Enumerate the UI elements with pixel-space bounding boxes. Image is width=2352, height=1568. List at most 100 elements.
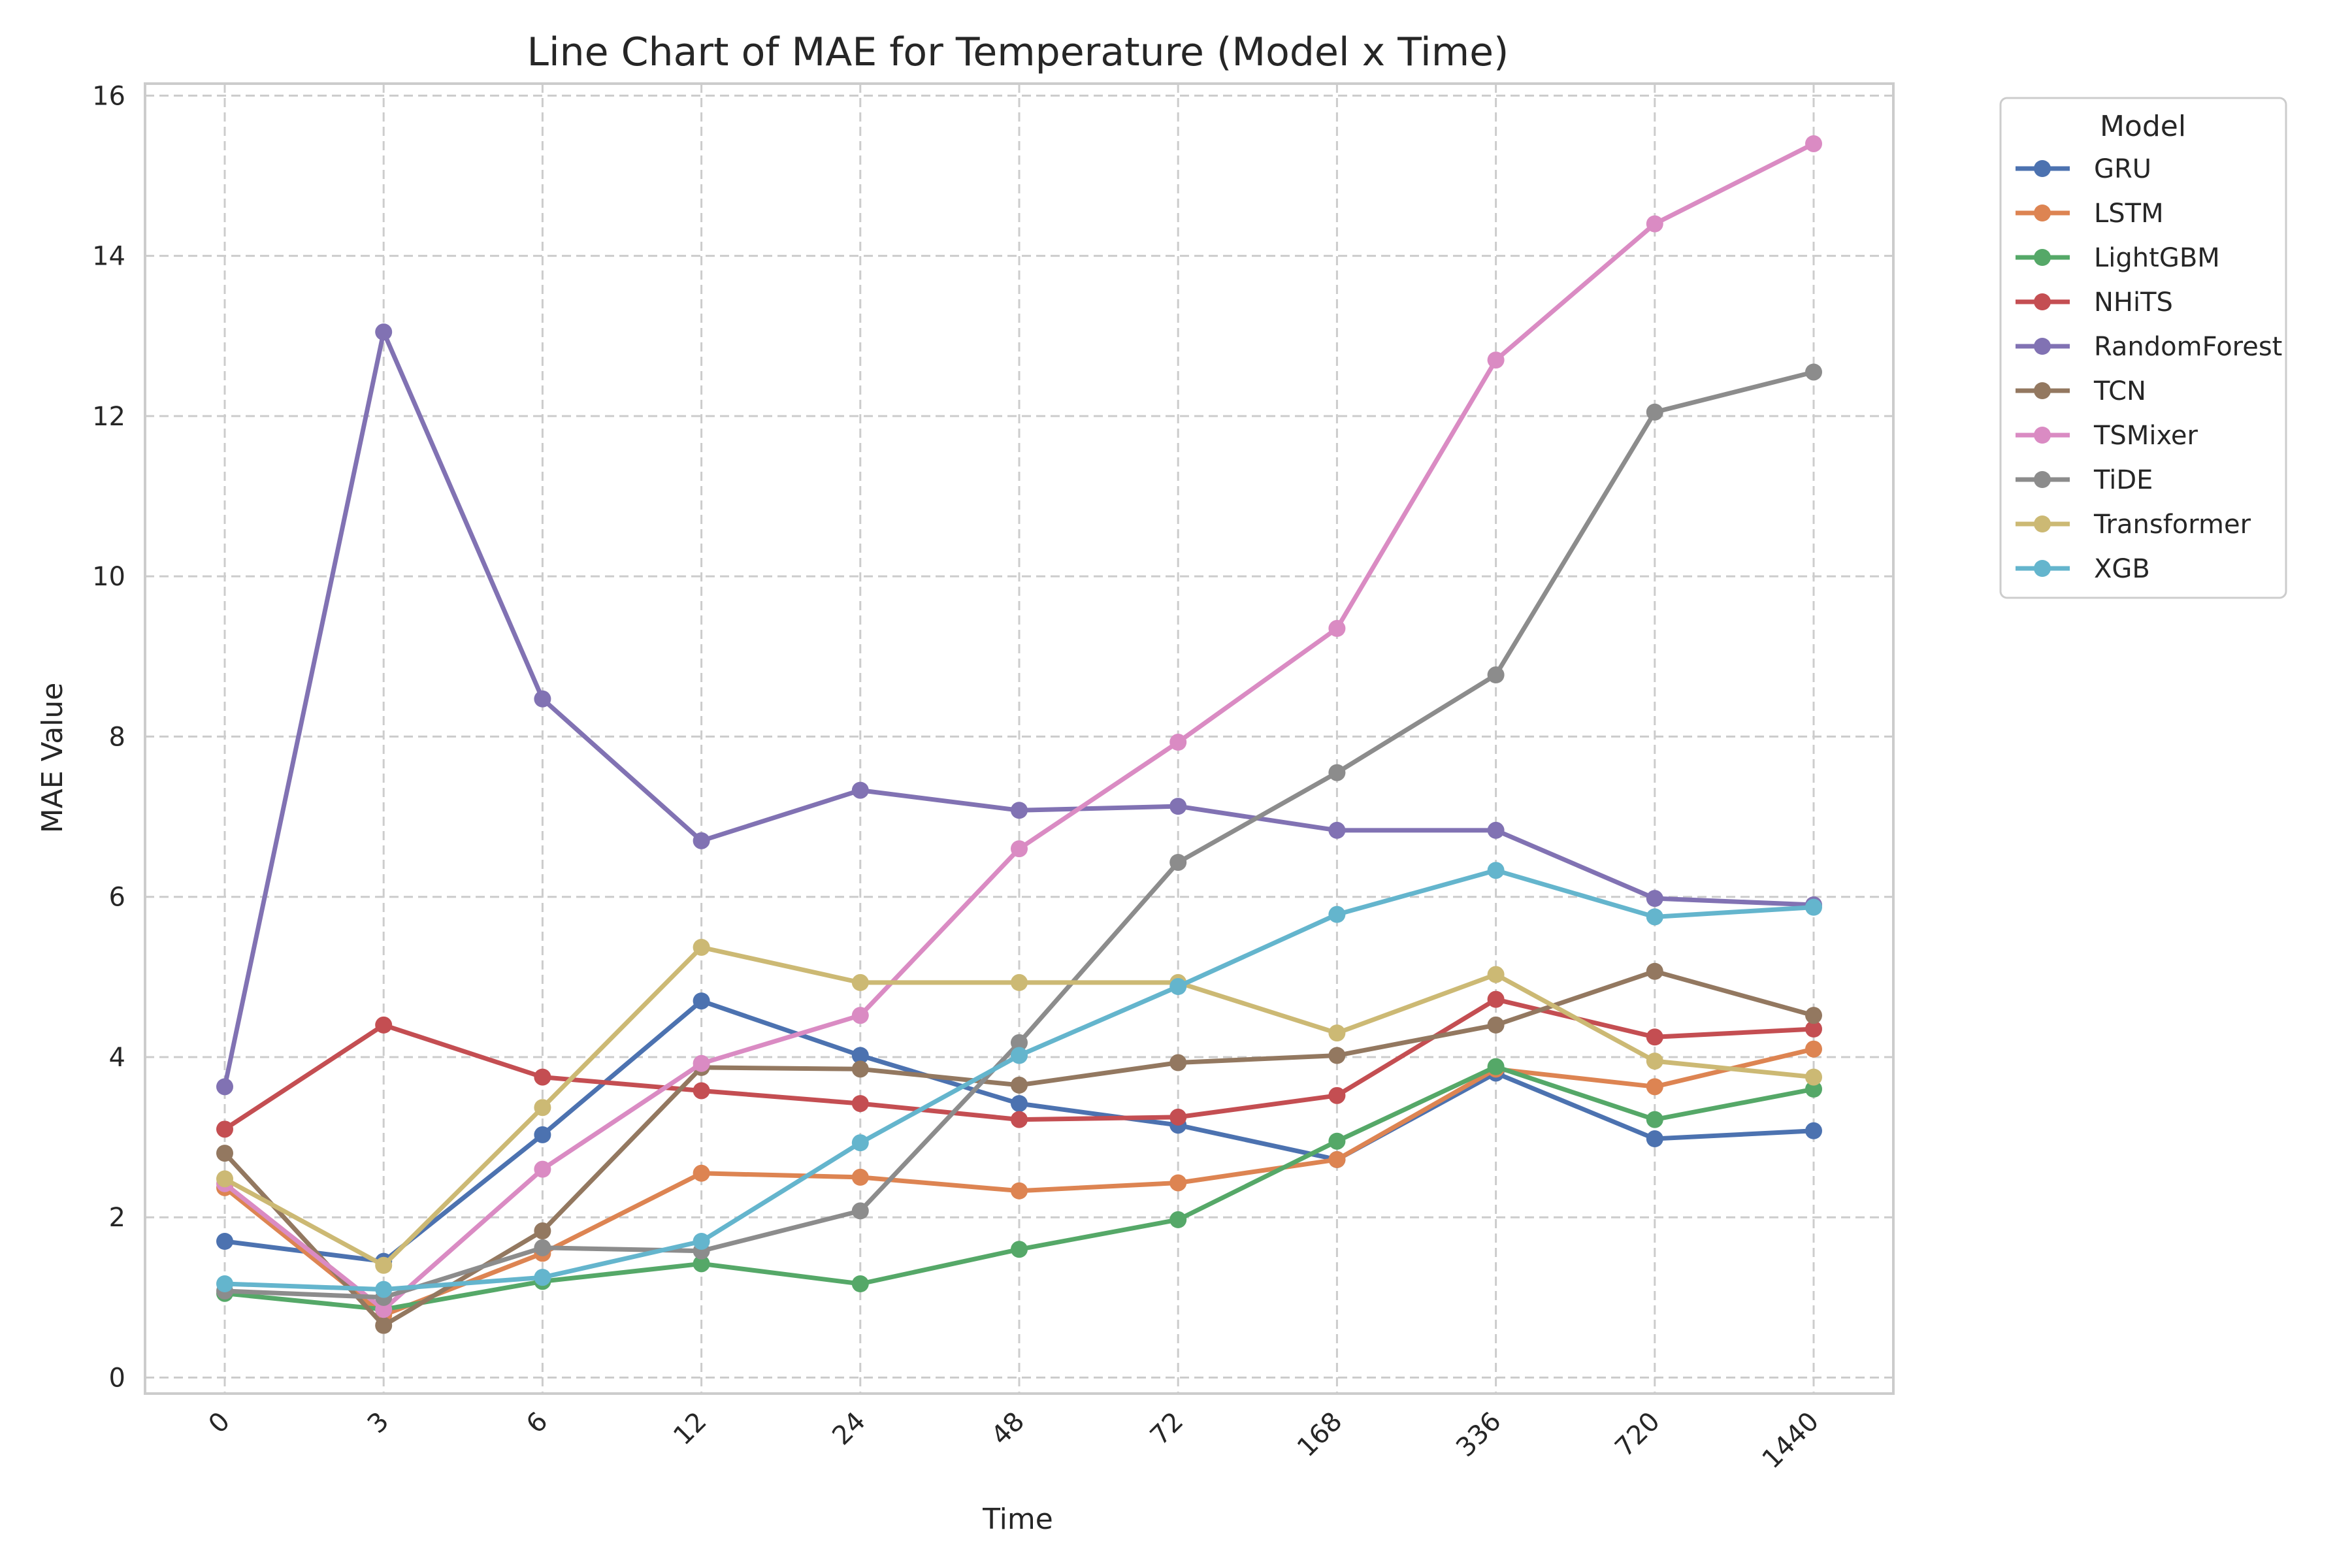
- data-point-lightgbm: [1011, 1241, 1028, 1258]
- x-tick-label: 72: [1145, 1407, 1190, 1452]
- legend-swatch-marker: [2034, 249, 2051, 266]
- data-point-lightgbm: [1805, 1081, 1822, 1098]
- data-point-randomforest: [1011, 802, 1028, 819]
- data-point-tide: [1805, 363, 1822, 381]
- legend-item-xgb: XGB: [2016, 554, 2150, 584]
- data-point-randomforest: [216, 1078, 233, 1096]
- x-axis: 0 3 6 12 24 48 72 168 336 720 1440: [203, 1407, 1825, 1475]
- chart-title: Line Chart of MAE for Temperature (Model…: [527, 29, 1509, 75]
- x-tick-label: 1440: [1757, 1407, 1825, 1475]
- legend-items: GRU LSTM LightGBM NHiTS RandomForest TCN TSMix…: [2016, 154, 2282, 584]
- data-point-gru: [1805, 1122, 1822, 1139]
- data-point-tide: [1646, 403, 1663, 421]
- data-point-gru: [534, 1126, 551, 1143]
- data-point-tsmixer: [1805, 135, 1822, 152]
- data-point-gru: [693, 992, 710, 1010]
- data-point-randomforest: [375, 323, 393, 341]
- y-tick-label: 0: [109, 1363, 125, 1393]
- data-point-tcn: [1805, 1007, 1822, 1024]
- grid: [145, 84, 1893, 1394]
- data-point-transformer: [851, 973, 869, 991]
- y-tick-label: 12: [92, 402, 125, 432]
- y-axis: 0 2 4 6 8 10 12 14 16: [92, 81, 125, 1393]
- data-point-lstm: [1805, 1040, 1822, 1058]
- data-point-gru: [1011, 1095, 1028, 1113]
- data-point-lstm: [1011, 1182, 1028, 1200]
- legend-item-gru: GRU: [2016, 154, 2151, 184]
- data-point-gru: [216, 1233, 233, 1250]
- data-point-lightgbm: [1169, 1211, 1187, 1228]
- data-point-gru: [851, 1047, 869, 1064]
- data-point-tcn: [851, 1060, 869, 1078]
- legend-label: TiDE: [2093, 465, 2153, 495]
- data-point-nhits: [1646, 1028, 1663, 1046]
- legend-box: [1999, 97, 2287, 599]
- data-point-tcn: [1646, 962, 1663, 980]
- data-point-nhits: [216, 1120, 233, 1138]
- data-point-transformer: [375, 1256, 393, 1274]
- data-point-xgb: [1805, 898, 1822, 916]
- data-point-tide: [1487, 666, 1505, 684]
- x-tick-label: 6: [521, 1407, 554, 1440]
- legend-label: XGB: [2094, 554, 2150, 584]
- data-point-nhits: [534, 1068, 551, 1086]
- data-point-lstm: [1646, 1078, 1663, 1096]
- data-point-xgb: [375, 1281, 393, 1298]
- data-point-randomforest: [1328, 821, 1346, 839]
- data-point-tide: [1328, 764, 1346, 781]
- data-point-lightgbm: [1328, 1132, 1346, 1150]
- x-tick-label: 168: [1292, 1407, 1348, 1463]
- data-point-tsmixer: [1169, 734, 1187, 751]
- legend-label: TCN: [2093, 376, 2146, 406]
- legend-item-transformer: Transformer: [2016, 510, 2251, 540]
- data-point-lightgbm: [693, 1255, 710, 1273]
- data-point-tcn: [375, 1316, 393, 1334]
- y-tick-label: 14: [92, 242, 125, 272]
- data-point-lstm: [1169, 1174, 1187, 1192]
- data-point-randomforest: [1646, 890, 1663, 907]
- y-tick-label: 2: [109, 1203, 125, 1233]
- series-nhits: [216, 990, 1822, 1138]
- data-point-nhits: [851, 1095, 869, 1113]
- data-point-tcn: [534, 1222, 551, 1240]
- data-point-xgb: [1646, 908, 1663, 926]
- legend-label: Transformer: [2093, 510, 2251, 540]
- data-point-tsmixer: [851, 1007, 869, 1024]
- data-point-tcn: [216, 1145, 233, 1162]
- data-point-transformer: [534, 1099, 551, 1117]
- series-tide: [216, 363, 1822, 1306]
- data-point-tide: [1169, 853, 1187, 871]
- data-point-transformer: [1328, 1024, 1346, 1042]
- legend-item-lstm: LSTM: [2016, 199, 2164, 229]
- data-point-xgb: [693, 1233, 710, 1250]
- x-tick-label: 0: [203, 1407, 237, 1440]
- data-point-tcn: [1011, 1076, 1028, 1094]
- data-point-transformer: [1011, 973, 1028, 991]
- legend-swatch-marker: [2034, 338, 2051, 355]
- data-point-xgb: [1487, 862, 1505, 879]
- x-tick-label: 24: [826, 1407, 872, 1452]
- data-point-tsmixer: [693, 1054, 710, 1072]
- data-point-lightgbm: [1646, 1111, 1663, 1128]
- x-tick-label: 48: [986, 1407, 1031, 1452]
- data-point-randomforest: [1169, 798, 1187, 815]
- series-transformer: [216, 938, 1822, 1274]
- data-point-nhits: [1805, 1021, 1822, 1038]
- legend-label: LSTM: [2094, 199, 2164, 229]
- data-point-tide: [851, 1202, 869, 1220]
- legend-title: Model: [2100, 110, 2186, 143]
- y-axis-label: MAE Value: [36, 683, 69, 834]
- legend-swatch-marker: [2034, 293, 2051, 310]
- data-point-randomforest: [534, 690, 551, 708]
- data-point-lstm: [851, 1168, 869, 1186]
- legend-swatch-marker: [2034, 204, 2051, 221]
- legend: Model GRU LSTM LightGBM NHiTS RandomForest TC…: [1999, 97, 2287, 599]
- legend-item-tcn: TCN: [2016, 376, 2146, 406]
- y-tick-label: 16: [92, 81, 125, 111]
- data-point-nhits: [1169, 1108, 1187, 1126]
- legend-swatch-marker: [2034, 160, 2051, 177]
- series-layer: [216, 135, 1822, 1334]
- x-tick-label: 3: [362, 1407, 395, 1440]
- legend-item-tsmixer: TSMixer: [2016, 421, 2198, 451]
